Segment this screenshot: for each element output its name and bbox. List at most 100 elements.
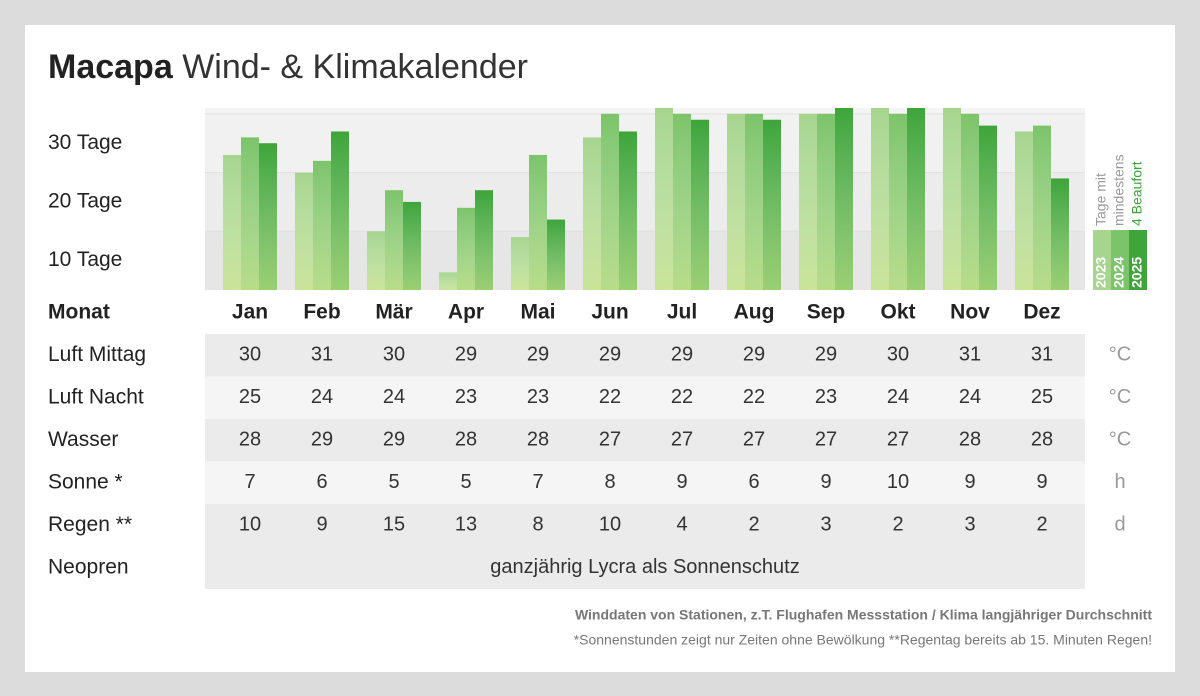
row-bg <box>205 419 1085 462</box>
table: Monat Jan Feb Mär Apr Mai Jun Jul Aug Sep Okt Nov De… <box>48 301 1131 589</box>
row-bg <box>205 334 1085 377</box>
month-label: Mär <box>375 301 412 324</box>
bar-shade <box>691 119 709 290</box>
table-cell: 8 <box>604 471 615 493</box>
table-cell: 6 <box>748 471 759 493</box>
month-label: Dez <box>1023 301 1060 324</box>
legend-title: mindestens <box>1111 154 1127 226</box>
table-cell: 24 <box>311 386 333 408</box>
table-cell: 7 <box>244 471 255 493</box>
y-tick-label: 10 Tage <box>48 248 122 271</box>
bar-shade <box>259 143 277 290</box>
bar-shade <box>979 125 997 290</box>
table-cell: 22 <box>743 386 765 408</box>
legend-swatch <box>1129 230 1147 290</box>
row-label: Sonne * <box>48 470 123 493</box>
title-city: Macapa <box>48 48 174 86</box>
row-label: Neopren <box>48 555 129 578</box>
table-cell: 15 <box>383 514 405 536</box>
row-bg <box>205 504 1085 547</box>
bar-shade <box>583 137 601 290</box>
table-cell: 22 <box>599 386 621 408</box>
table-cell: 29 <box>455 344 477 366</box>
table-cell: 9 <box>1036 471 1047 493</box>
plot-band <box>205 113 1085 173</box>
bar-shade <box>313 160 331 290</box>
table-cell: 31 <box>959 344 981 366</box>
month-label: Okt <box>880 301 915 324</box>
row-unit: h <box>1114 471 1125 493</box>
month-label: Jul <box>667 301 697 324</box>
y-tick-label: 30 Tage <box>48 131 122 154</box>
bar-shade <box>529 154 547 290</box>
table-cell: 25 <box>239 386 261 408</box>
bar-shade <box>799 113 817 290</box>
bar-shade <box>241 137 259 290</box>
footer-source: Winddaten von Stationen, z.T. Flughafen … <box>575 607 1152 623</box>
table-header: Monat <box>48 301 110 324</box>
bar-shade <box>511 237 529 290</box>
table-cell: 24 <box>383 386 405 408</box>
table-cell: 9 <box>820 471 831 493</box>
bar-shade <box>817 113 835 290</box>
table-cell: 8 <box>532 514 543 536</box>
month-label: Nov <box>950 301 990 324</box>
bar-shade <box>1051 178 1069 290</box>
bar-shade <box>673 113 691 290</box>
table-cell: 10 <box>239 514 261 536</box>
table-cell: 23 <box>527 386 549 408</box>
y-tick-label: 20 Tage <box>48 189 122 212</box>
month-label: Mai <box>520 301 555 324</box>
row-label: Luft Mittag <box>48 343 146 366</box>
table-cell: 28 <box>455 429 477 451</box>
table-cell: 27 <box>743 429 765 451</box>
table-cell: 29 <box>815 344 837 366</box>
table-cell: 3 <box>820 514 831 536</box>
bar-shade <box>1033 125 1051 290</box>
table-cell: 30 <box>239 344 261 366</box>
table-cell: 27 <box>671 429 693 451</box>
bar-shade <box>295 172 313 290</box>
table-cell: 30 <box>383 344 405 366</box>
row-bg <box>205 376 1085 419</box>
bar-shade <box>943 108 961 290</box>
table-cell: 25 <box>1031 386 1053 408</box>
row-unit: °C <box>1109 386 1131 408</box>
row-label: Luft Nacht <box>48 385 144 408</box>
bar-shade <box>961 113 979 290</box>
table-cell: 10 <box>599 514 621 536</box>
bar-shade <box>331 131 349 290</box>
bar-shade <box>763 119 781 290</box>
legend-label: 2023 <box>1093 257 1109 288</box>
footer-note: *Sonnenstunden zeigt nur Zeiten ohne Bew… <box>574 632 1152 648</box>
table-cell: 30 <box>887 344 909 366</box>
table-cell: 9 <box>964 471 975 493</box>
table-cell: 13 <box>455 514 477 536</box>
month-label: Jan <box>232 301 268 324</box>
row-bg <box>205 546 1085 589</box>
neopren-text: ganzjährig Lycra als Sonnenschutz <box>490 556 799 578</box>
table-cell: 22 <box>671 386 693 408</box>
bar-shade <box>475 190 493 290</box>
month-label: Feb <box>303 301 340 324</box>
bar-shade <box>385 190 403 290</box>
table-cell: 28 <box>527 429 549 451</box>
table-cell: 24 <box>959 386 981 408</box>
row-label: Wasser <box>48 428 118 451</box>
legend-label: 2024 <box>1111 257 1127 288</box>
plot: 10 Tage 20 Tage 30 Tage 2023 2024 2025 Tage mi… <box>48 108 1147 290</box>
row-bg <box>205 461 1085 504</box>
table-cell: 9 <box>316 514 327 536</box>
month-label: Jun <box>591 301 628 324</box>
table-cell: 31 <box>311 344 333 366</box>
legend-title: 4 Beaufort <box>1129 161 1145 226</box>
bar-shade <box>1015 131 1033 290</box>
table-cell: 27 <box>815 429 837 451</box>
table-cell: 29 <box>311 429 333 451</box>
bar-shade <box>745 113 763 290</box>
table-cell: 10 <box>887 471 909 493</box>
table-cell: 29 <box>383 429 405 451</box>
table-cell: 24 <box>887 386 909 408</box>
month-label: Apr <box>448 301 484 324</box>
bar-shade <box>907 108 925 290</box>
